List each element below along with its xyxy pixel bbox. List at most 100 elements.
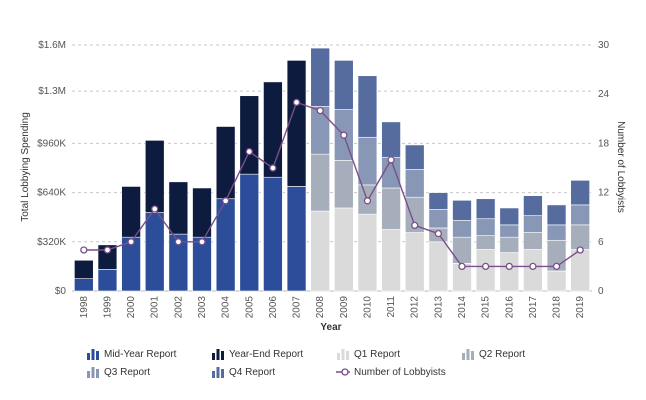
bar-segment[interactable] bbox=[404, 169, 425, 198]
bar-segment[interactable] bbox=[499, 236, 520, 253]
bar-segment[interactable] bbox=[310, 210, 330, 292]
lobbyists-point[interactable] bbox=[363, 197, 372, 205]
x-tick-label: 2008 bbox=[315, 296, 326, 319]
bar-segment[interactable] bbox=[428, 209, 449, 229]
bar-segment[interactable] bbox=[334, 207, 354, 292]
legend-item[interactable]: Mid-Year Report bbox=[86, 348, 176, 360]
legend-item[interactable]: Q3 Report bbox=[86, 366, 150, 378]
bar-segment[interactable] bbox=[121, 186, 141, 238]
bar-segment[interactable] bbox=[475, 198, 496, 220]
x-axis-title: Year bbox=[320, 322, 341, 333]
bar-segment[interactable] bbox=[381, 121, 401, 158]
bar-segment[interactable] bbox=[523, 232, 543, 250]
bar-segment[interactable] bbox=[310, 47, 330, 107]
bar-segment[interactable] bbox=[475, 218, 496, 236]
legend-item[interactable]: Q1 Report bbox=[336, 348, 400, 360]
bar-segment[interactable] bbox=[404, 144, 425, 170]
bar-segment[interactable] bbox=[74, 278, 94, 292]
bar-segment[interactable] bbox=[192, 187, 212, 238]
x-tick-label: 2015 bbox=[481, 296, 492, 319]
bar-segment[interactable] bbox=[499, 207, 520, 226]
bar-segment[interactable] bbox=[523, 249, 543, 292]
bar-segment[interactable] bbox=[286, 186, 307, 292]
x-tick-label: 2017 bbox=[528, 296, 539, 319]
bar-segment[interactable] bbox=[570, 249, 590, 292]
bar-segment[interactable] bbox=[381, 229, 401, 292]
legend-item[interactable]: Number of Lobbyists bbox=[336, 366, 446, 378]
bar-segment[interactable] bbox=[334, 60, 354, 110]
lobbyists-point[interactable] bbox=[552, 262, 561, 271]
bar-segment[interactable] bbox=[144, 140, 165, 213]
bar-segment[interactable] bbox=[428, 192, 449, 210]
bar-segment[interactable] bbox=[310, 153, 330, 212]
y2-tick-label: 12 bbox=[598, 188, 610, 199]
lobbyists-point[interactable] bbox=[316, 106, 324, 115]
bar-segment[interactable] bbox=[570, 204, 590, 226]
bar-segment[interactable] bbox=[475, 249, 496, 292]
bar-segment[interactable] bbox=[546, 204, 567, 226]
bar-segment[interactable] bbox=[357, 75, 378, 138]
bar-segment[interactable] bbox=[452, 219, 472, 238]
lobbyists-point[interactable] bbox=[269, 164, 277, 172]
bar-segment[interactable] bbox=[475, 235, 496, 250]
y2-axis-title: Number of Lobbyists bbox=[615, 121, 626, 213]
bar-segment[interactable] bbox=[570, 180, 590, 206]
lobbyists-point[interactable] bbox=[458, 262, 466, 271]
lobbyists-point[interactable] bbox=[387, 156, 395, 164]
lobbyists-point[interactable] bbox=[80, 246, 88, 254]
bar-segment[interactable] bbox=[523, 195, 543, 216]
bar-segment[interactable] bbox=[499, 252, 520, 292]
bar-segment[interactable] bbox=[74, 259, 94, 280]
y-axis-title: Total Lobbying Spending bbox=[20, 112, 31, 222]
bar-segment[interactable] bbox=[286, 60, 307, 187]
bar-chart-icon bbox=[212, 349, 224, 360]
bar-segment[interactable] bbox=[357, 136, 378, 186]
y-tick-label: $960K bbox=[37, 138, 66, 149]
bar-segment[interactable] bbox=[546, 270, 567, 292]
lobbyists-point[interactable] bbox=[245, 147, 253, 156]
lobbyists-point[interactable] bbox=[434, 229, 443, 238]
lobbyists-point[interactable] bbox=[221, 197, 230, 205]
x-tick-label: 2019 bbox=[575, 296, 586, 319]
bar-segment[interactable] bbox=[452, 199, 472, 221]
lobbyists-point[interactable] bbox=[529, 262, 537, 271]
legend-item[interactable]: Q4 Report bbox=[211, 366, 275, 378]
bar-segment[interactable] bbox=[428, 241, 449, 292]
lobbyists-point[interactable] bbox=[103, 246, 112, 254]
lobbyists-point[interactable] bbox=[292, 98, 301, 107]
bar-segment[interactable] bbox=[263, 176, 283, 292]
bar-segment[interactable] bbox=[570, 224, 590, 250]
y-tick-label: $640K bbox=[37, 188, 66, 199]
bar-segment[interactable] bbox=[404, 232, 425, 292]
bar-segment[interactable] bbox=[97, 269, 118, 292]
lobbyists-point[interactable] bbox=[151, 205, 159, 213]
bar-segment[interactable] bbox=[546, 224, 567, 241]
lobbyists-point[interactable] bbox=[505, 262, 513, 271]
bar-segment[interactable] bbox=[97, 244, 118, 270]
bar-segment[interactable] bbox=[499, 224, 520, 238]
bar-segment[interactable] bbox=[452, 236, 472, 264]
lobbyists-point[interactable] bbox=[174, 238, 183, 246]
lobbyists-point[interactable] bbox=[481, 262, 490, 271]
lobbyists-point[interactable] bbox=[127, 238, 135, 246]
lobbyists-point[interactable] bbox=[340, 131, 348, 139]
bar-segment[interactable] bbox=[357, 213, 378, 292]
bar-segment[interactable] bbox=[334, 160, 354, 209]
bar-segment[interactable] bbox=[239, 95, 260, 175]
y-tick-label: $0 bbox=[55, 286, 67, 297]
x-tick-label: 2012 bbox=[410, 296, 421, 319]
legend-item[interactable]: Year-End Report bbox=[211, 348, 303, 360]
lobbyists-point[interactable] bbox=[576, 246, 584, 254]
bar-segment[interactable] bbox=[381, 187, 401, 230]
bar-segment[interactable] bbox=[144, 212, 165, 292]
lobbyists-point[interactable] bbox=[411, 221, 419, 230]
legend-item[interactable]: Q2 Report bbox=[461, 348, 525, 360]
bar-segment[interactable] bbox=[168, 181, 189, 235]
x-tick-label: 2011 bbox=[386, 296, 397, 318]
legend-label: Q2 Report bbox=[479, 348, 526, 360]
x-tick-label: 2013 bbox=[433, 296, 444, 319]
bar-segment[interactable] bbox=[239, 173, 260, 292]
bar-segment[interactable] bbox=[523, 215, 543, 233]
y-tick-label: $1.3M bbox=[38, 86, 66, 97]
lobbyists-point[interactable] bbox=[198, 238, 206, 246]
